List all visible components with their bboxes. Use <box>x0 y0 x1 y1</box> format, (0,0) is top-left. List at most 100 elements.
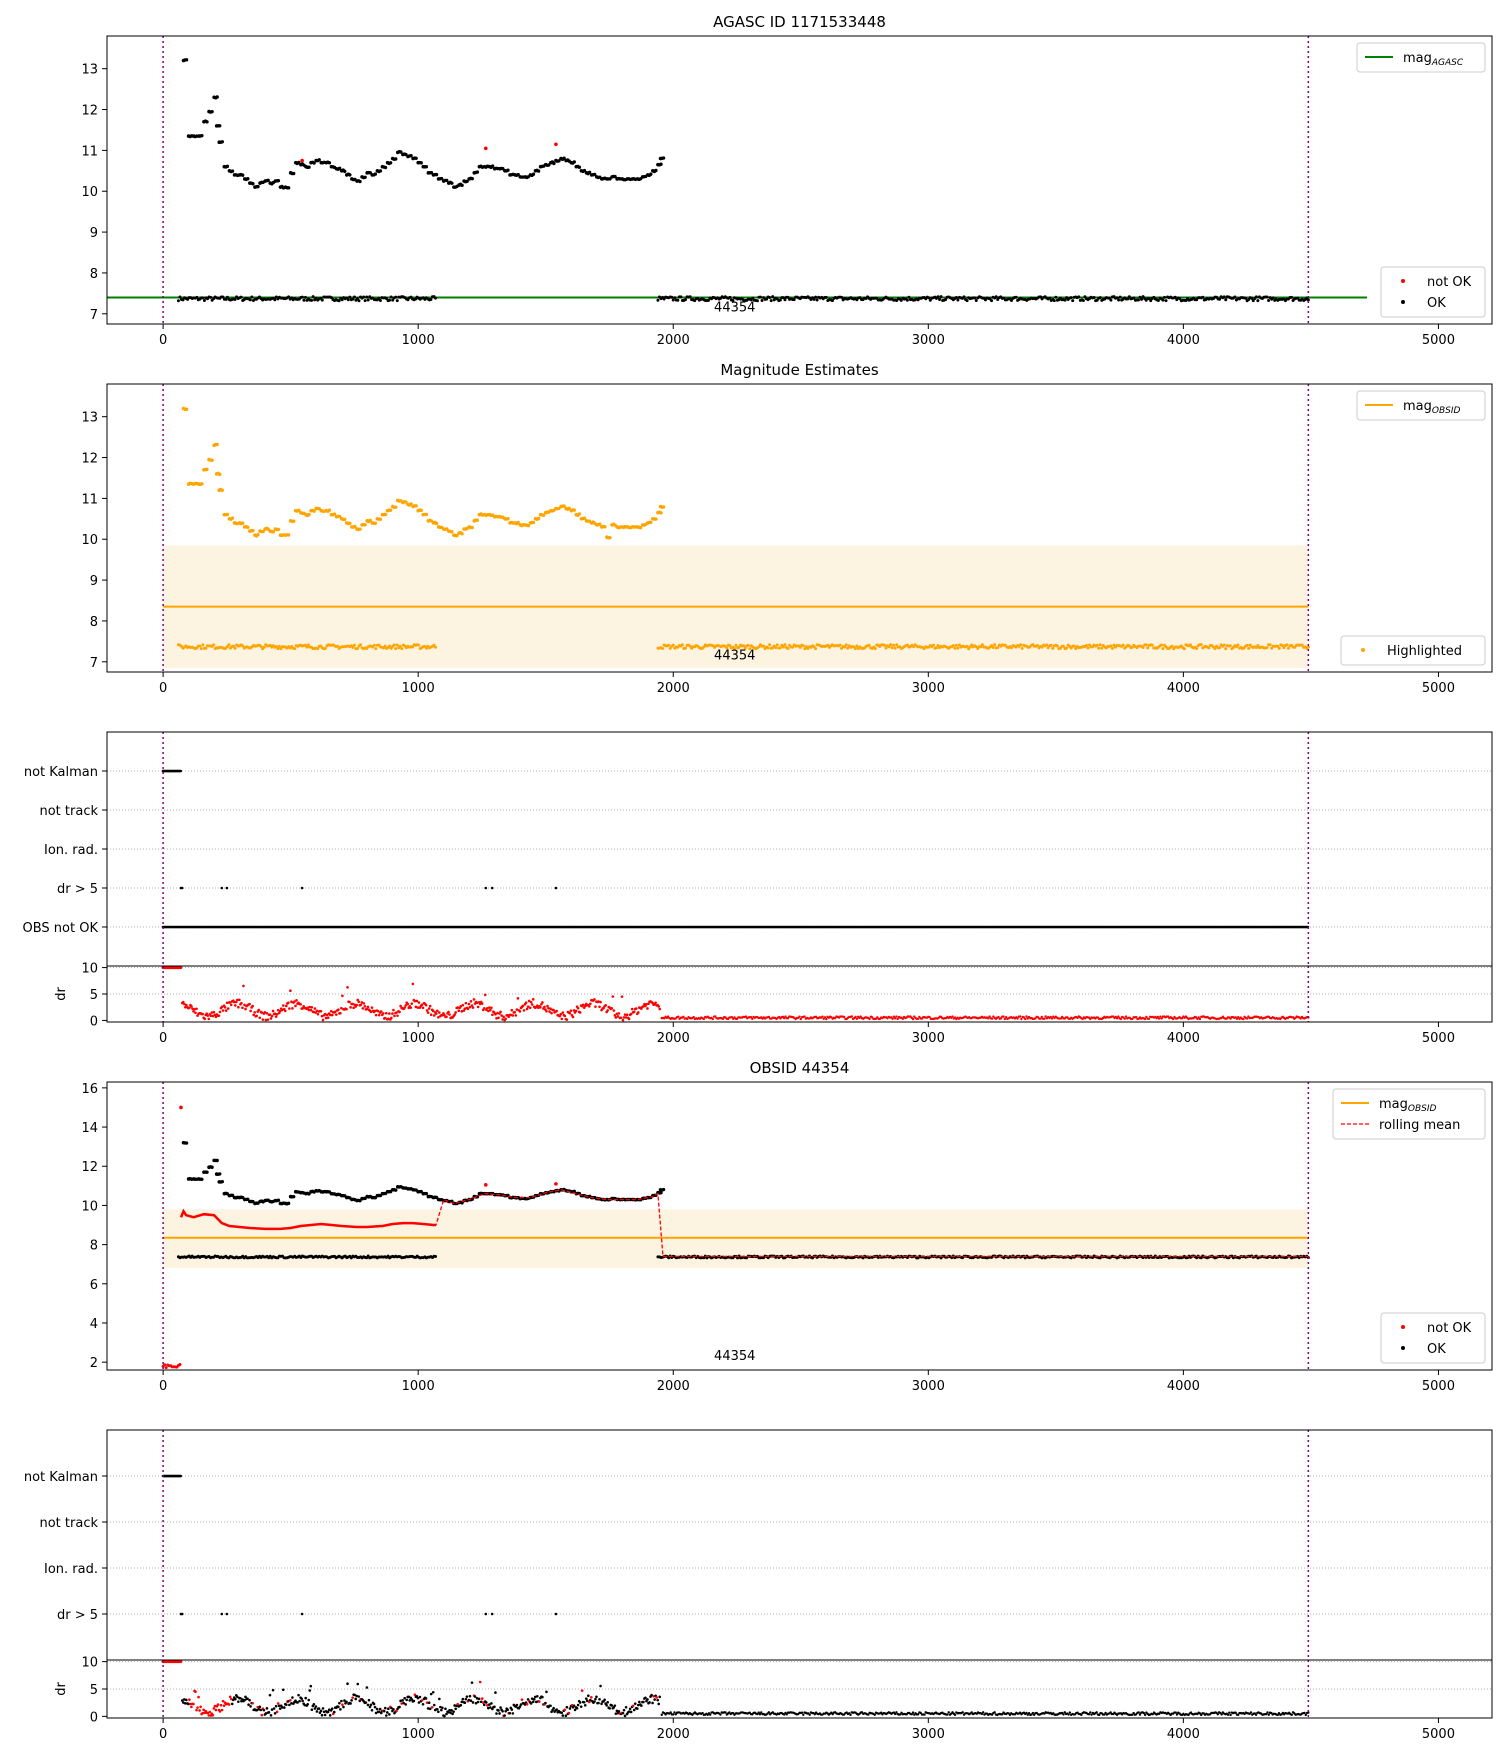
p3dr-dr-853 <box>1119 1017 1123 1021</box>
p1-series-1-band-285 <box>1092 295 1096 299</box>
p2-series-0-point-33-2 <box>348 521 352 526</box>
p1-series-1-band-13 <box>676 298 680 302</box>
p3dr-dr-57 <box>214 1015 218 1019</box>
p3dr-dr-491 <box>657 1005 661 1008</box>
p3dr-dr-510 <box>682 1015 685 1019</box>
p1-series-1-band-389 <box>1251 299 1255 303</box>
p1-series-0-point-4-2 <box>205 120 209 124</box>
p1-series-0-band-114 <box>351 297 355 301</box>
p3dr-dr-301 <box>463 1007 467 1011</box>
p3dr-dr-793 <box>1043 1017 1046 1020</box>
p2-series-0-band0-91 <box>316 647 320 651</box>
p1-series-1-band-75 <box>771 295 775 299</box>
p1-series-1-band-315 <box>1138 295 1142 299</box>
p4-series-0-point-3-2 <box>200 1177 204 1182</box>
p1-series-1-band-218 <box>990 299 994 303</box>
p3dr-dr-399 <box>563 1014 567 1018</box>
p1-series-0-point-33-2 <box>348 173 352 177</box>
p1-series-1-band-102 <box>812 297 816 301</box>
p3dr-dr-375 <box>539 1006 542 1009</box>
p3dr-dr-63 <box>220 1005 224 1009</box>
p1-series-1-band-103 <box>814 295 818 299</box>
p1-series-0-point-19-2 <box>276 178 281 183</box>
p2-series-0-band1-289 <box>1098 643 1102 647</box>
p3dr-dr-157 <box>316 1012 320 1016</box>
p1-series-0-point-14-2 <box>251 182 255 186</box>
p2-series-0-point-70-2 <box>536 516 541 521</box>
p3dr-dr-384 <box>548 1010 551 1013</box>
p3dr-dr-31 <box>188 1006 191 1009</box>
p1-series-1-band-188 <box>944 297 948 301</box>
p2-series-0-band1-60 <box>748 647 752 651</box>
p1-series-0-band-140 <box>391 298 395 302</box>
p2-series-0-point-19-2 <box>276 527 281 532</box>
p3dr-dr-97 <box>255 1014 259 1018</box>
p2-series-0-band1-88 <box>791 645 795 649</box>
p1-series-0-band-112 <box>348 295 352 299</box>
p2-series-0-band1-288 <box>1097 646 1101 650</box>
p3dr-dr-115 <box>273 1012 277 1016</box>
p3dr-dr-873 <box>1145 1015 1148 1019</box>
p2-series-0-band0-23 <box>212 643 216 647</box>
p3dr-dr-33 <box>190 1005 193 1008</box>
p1-series-0-point-73-2 <box>552 161 556 166</box>
p1-series-0-band-12 <box>195 295 199 299</box>
p1-series-0-band-105 <box>337 299 341 303</box>
p3dr-dr-367 <box>530 1003 534 1006</box>
p1-series-0-point-52-2 <box>445 178 449 183</box>
p3dr-dr-26 <box>182 1002 186 1006</box>
p3dr-dr-226 <box>387 1017 390 1021</box>
p1-series-1-band-377 <box>1233 295 1237 299</box>
p1-series-0-point-51-2 <box>439 176 444 181</box>
p2-series-0-band1-16 <box>680 643 684 647</box>
p3dr-dr-314 <box>476 1005 480 1009</box>
p3dr-dr-227 <box>388 1012 391 1015</box>
p2-ytick-label-5: 12 <box>81 452 98 467</box>
p1-series-1-band-370 <box>1222 295 1226 299</box>
p1-series-2-point-0 <box>300 158 304 163</box>
p1-series-0-point-94-2 <box>659 162 663 166</box>
p3dr-dr-175 <box>335 1013 338 1016</box>
p3dr-dr-619 <box>821 1015 824 1018</box>
p3dr-dr-601 <box>798 1015 801 1018</box>
p1-series-1-band-184 <box>938 298 942 302</box>
p3dr-dr-216 <box>376 1009 380 1013</box>
p1-series-0-point-95-2 <box>661 156 666 160</box>
p1-series-0-point-26-2 <box>312 161 316 165</box>
p3dr-dr-259 <box>420 1003 424 1006</box>
p2-series-0-band1-56 <box>742 644 746 648</box>
p1-series-1-band-11 <box>673 296 677 300</box>
p2-series-0-band1-47 <box>728 644 732 648</box>
p1-series-1-band-82 <box>781 296 785 300</box>
p3dr-dr-230 <box>391 1012 394 1015</box>
p2-series-0-band1-408 <box>1280 644 1284 648</box>
p1-series-1-band-402 <box>1271 296 1275 300</box>
p3dr-dr-291 <box>453 1013 456 1016</box>
p1-ytick-label-5: 12 <box>81 104 98 119</box>
p1-series-1-band-21 <box>688 295 692 299</box>
p3dr-dr-268 <box>429 1013 433 1017</box>
p1-series-0-band-31 <box>224 297 228 301</box>
p1-title: AGASC ID 1171533448 <box>713 13 886 31</box>
p2-series-0-point-8-2 <box>220 488 224 493</box>
p2-series-0-point-93-2 <box>654 517 658 521</box>
p1-series-0-point-8-2 <box>220 140 224 144</box>
p2-series-0-band1-296 <box>1109 644 1113 648</box>
p2-series-0-band1-319 <box>1144 643 1148 647</box>
p3dr-dr-38 <box>195 1007 198 1011</box>
p1-series-0-point-61-2 <box>490 164 495 168</box>
p3dr-dr-721 <box>951 1015 954 1018</box>
p1-xtick-label-5: 5000 <box>1422 333 1455 348</box>
p3dr-dr-564 <box>751 1017 754 1021</box>
p2-series-0-point-10-2 <box>230 516 235 520</box>
p2-series-0-point-79-2 <box>582 516 587 520</box>
p2-series-0-band1-148 <box>882 643 886 647</box>
p2-series-0-point-68-2 <box>526 524 531 528</box>
p3dr-dr-799 <box>1050 1017 1054 1020</box>
p3dr-dr-338 <box>501 1018 504 1021</box>
p2-series-0-band1-66 <box>757 645 761 649</box>
p2-series-0-point-25-2 <box>307 512 311 517</box>
p3dr-dr-243 <box>404 1004 407 1007</box>
p2-series-0-band1-360 <box>1207 646 1211 650</box>
